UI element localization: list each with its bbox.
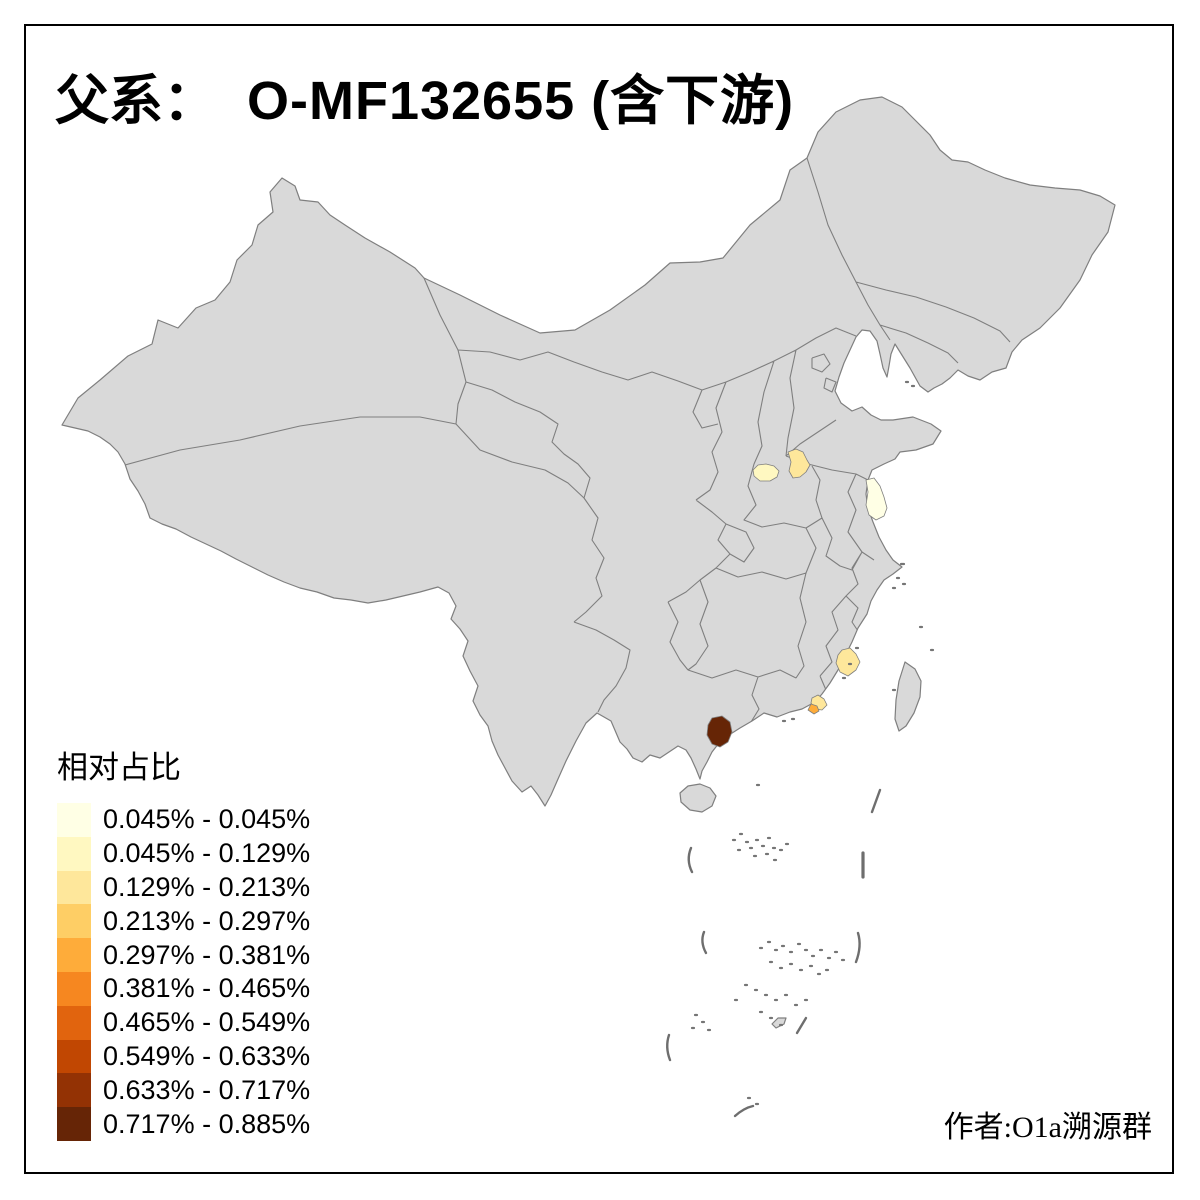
legend-swatch [57,836,91,871]
region-henan-west [752,463,780,482]
legend-label: 0.381% - 0.465% [103,973,311,1004]
legend: 相对占比 0.045% - 0.045% 0.045% - 0.129% 0.1… [57,752,310,1141]
legend-label: 0.213% - 0.297% [103,905,311,936]
hainan-island [679,783,717,813]
legend-row: 0.045% - 0.045% [57,803,310,837]
legend-swatch [57,1039,91,1074]
region-highlights [706,448,888,748]
south-sea-islet [771,1017,787,1029]
legend-title: 相对占比 [57,750,181,785]
title-prefix: 父系： [55,71,217,131]
legend-label: 0.717% - 0.885% [103,1108,311,1139]
legend-label: 0.129% - 0.213% [103,871,311,902]
legend-swatch [57,870,91,905]
region-guangdong-chaoshan-coast [807,703,820,715]
legend-swatch [57,803,91,837]
legend-row: 0.297% - 0.381% [57,938,310,972]
legend-label: 0.045% - 0.045% [103,804,311,835]
legend-label: 0.297% - 0.381% [103,939,311,970]
region-henan-east [787,448,811,479]
legend-label: 0.549% - 0.633% [103,1040,311,1071]
taiwan-island [894,661,922,732]
legend-row: 0.633% - 0.717% [57,1073,311,1108]
legend-swatch [57,971,91,1006]
title-haplogroup: O-MF132655 (含下游) [247,71,795,131]
legend-row: 0.129% - 0.213% [57,870,311,905]
legend-row: 0.213% - 0.297% [57,904,311,939]
legend-label: 0.465% - 0.549% [103,1007,311,1038]
mainland-china [61,96,1116,807]
legend-swatch [57,938,91,972]
island-dots [690,380,935,1106]
legend-label: 0.045% - 0.129% [103,838,311,869]
legend-swatch [57,1073,91,1108]
legend-row: 0.717% - 0.885% [57,1107,310,1141]
legend-row: 0.549% - 0.633% [57,1039,311,1074]
legend-row: 0.465% - 0.549% [57,1005,311,1040]
legend-swatch [57,1107,91,1141]
legend-label: 0.633% - 0.717% [103,1074,311,1105]
nine-dash-line [666,788,882,1118]
region-fujian-quanzhou [835,647,861,677]
legend-swatch [57,1005,91,1040]
legend-row: 0.045% - 0.129% [57,836,311,871]
map-title: 父系： O-MF132655 (含下游) [55,56,794,135]
region-jiangsu-coastal [865,477,888,521]
author-credit: 作者:O1a溯源群 [943,1111,1152,1144]
region-guangdong-west [706,715,733,748]
legend-row: 0.381% - 0.465% [57,971,311,1006]
legend-swatch [57,904,91,939]
